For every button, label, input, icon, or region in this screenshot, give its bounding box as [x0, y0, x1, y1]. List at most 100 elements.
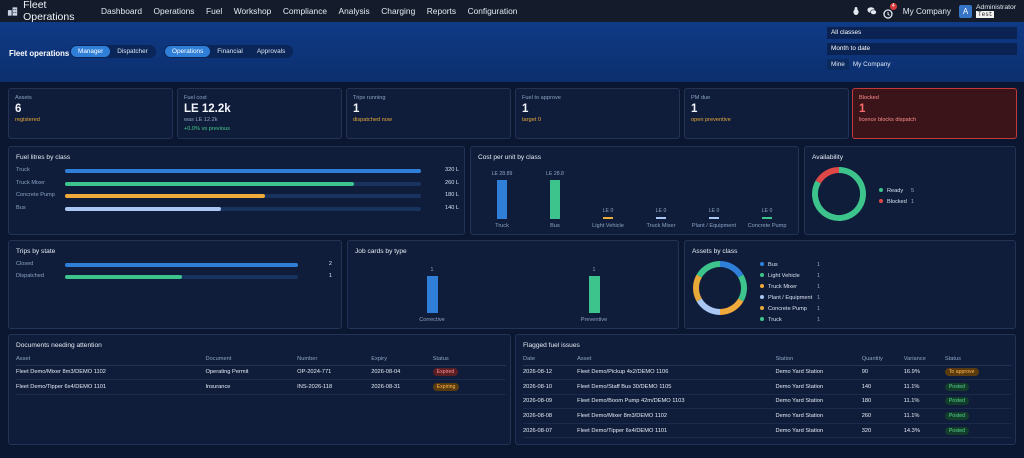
page-title: Fleet operations [9, 49, 70, 58]
activity-icon[interactable]: 4 [883, 3, 897, 19]
bar[interactable] [550, 180, 560, 219]
axis-tick-label: Light Vehicle [592, 223, 624, 229]
table-row[interactable]: Fleet Demo/Mixer 8m3/DEMO 1102 Operating … [16, 365, 506, 381]
table-cell: 180 [861, 394, 904, 410]
tab-dispatcher[interactable]: Dispatcher [117, 48, 148, 55]
legend-label: Light Vehicle [768, 273, 800, 279]
chat-icon[interactable] [867, 6, 877, 16]
tab-operations[interactable]: Operations [165, 46, 211, 57]
panel-availability: Availability Ready 5 Blocked 1 [804, 146, 1016, 235]
legend-item[interactable]: Light Vehicle 1 [760, 273, 820, 279]
table-cell: Posted [944, 394, 1011, 410]
nav-fuel[interactable]: Fuel [205, 6, 223, 16]
donut-slice[interactable] [719, 261, 744, 278]
user-menu[interactable]: Administrator Test [976, 4, 1016, 18]
status-badge: Posted [944, 412, 969, 421]
column-header[interactable]: Document [205, 353, 298, 366]
legend-count: 1 [817, 306, 821, 312]
legend-item[interactable]: Plant / Equipment 1 [760, 295, 820, 301]
status-badge: Expired [432, 368, 459, 377]
nav-compliance[interactable]: Compliance [282, 6, 328, 16]
column-header[interactable]: Status [432, 353, 506, 366]
kpi-card-trips-running[interactable]: Trips running 1 dispatched now [346, 88, 511, 139]
legend-item[interactable]: Concrete Pump 1 [760, 306, 820, 312]
table-row[interactable]: 2026-08-09 Fleet Demo/Boom Pump 42m/DEMO … [523, 394, 1011, 410]
filter-panel: All classes Month to date Mine My Compan… [827, 27, 1017, 70]
table-row[interactable]: Fleet Demo/Tipper 6x4/DEMO 1101 Insurance… [16, 379, 506, 395]
donut-slice[interactable] [696, 261, 721, 278]
donut-slice[interactable] [738, 274, 747, 302]
table-cell: Demo Yard Station [775, 423, 862, 439]
bar[interactable] [426, 276, 438, 313]
column-header[interactable]: Station [775, 353, 862, 366]
nav-operations[interactable]: Operations [153, 6, 195, 16]
kpi-card-fuel-cost[interactable]: Fuel cost LE 12.2k was LE 12.2k +0.0% vs pr… [177, 88, 342, 139]
bar-track [65, 275, 298, 279]
legend-item[interactable]: Truck Mixer 1 [760, 284, 820, 290]
panel-flagged-fuel: Flagged fuel issues Date Asset Station Quant… [515, 334, 1016, 445]
scope-company[interactable]: My Company [852, 61, 891, 68]
legend-item[interactable]: Truck 1 [760, 317, 820, 323]
column-header[interactable]: Date [523, 353, 578, 366]
table-row[interactable]: 2026-08-08 Fleet Demo/Mixer 8m3/DEMO 1102… [523, 408, 1011, 424]
nav-configuration[interactable]: Configuration [467, 6, 518, 16]
column-header[interactable]: Status [944, 353, 1011, 366]
bar[interactable] [65, 169, 421, 173]
nav-analysis[interactable]: Analysis [338, 6, 370, 16]
tab-manager[interactable]: Manager [71, 46, 111, 57]
column-header[interactable]: Quantity [861, 353, 904, 366]
donut-slice[interactable] [693, 274, 702, 302]
legend-swatch [760, 273, 764, 277]
avatar[interactable]: A [959, 4, 972, 18]
table-cell: 16.9% [903, 365, 945, 381]
legend-label: Bus [768, 262, 778, 268]
kpi-card-pm-due[interactable]: PM due 1 open preventive [684, 88, 849, 139]
bar[interactable] [65, 206, 221, 211]
table-row[interactable]: 2026-08-10 Fleet Demo/Staff Bus 30/DEMO 1… [523, 379, 1011, 395]
donut-slice[interactable] [815, 167, 840, 184]
nav-dashboard[interactable]: Dashboard [101, 6, 142, 16]
tab-approvals[interactable]: Approvals [256, 48, 286, 55]
table-cell: 2026-08-31 [371, 379, 433, 395]
column-header[interactable]: Variance [903, 353, 945, 366]
bar[interactable] [656, 217, 666, 219]
app-logo[interactable]: Fleet Operations [7, 0, 95, 23]
table-cell: Fleet Demo/Tipper 6x4/DEMO 1101 [577, 423, 776, 439]
nav-reports[interactable]: Reports [426, 6, 457, 16]
bar-label: Dispatched [16, 273, 44, 279]
nav-workshop[interactable]: Workshop [233, 6, 272, 16]
bar[interactable] [588, 276, 600, 313]
bar[interactable] [65, 181, 355, 186]
bar[interactable] [603, 217, 613, 219]
donut-slice[interactable] [719, 298, 744, 315]
panel-assets-class: Assets by class Bus 1 Light Vehicle 1 Truck M… [684, 240, 1016, 329]
bar[interactable] [65, 275, 182, 279]
table-row[interactable]: 2026-08-07 Fleet Demo/Tipper 6x4/DEMO 110… [523, 423, 1011, 439]
bar[interactable] [762, 217, 772, 219]
nav-charging[interactable]: Charging [381, 6, 416, 16]
status-badge: Posted [944, 397, 969, 406]
period-filter[interactable]: Month to date [827, 43, 1017, 55]
legend-item[interactable]: Bus 1 [760, 262, 820, 268]
column-header[interactable]: Number [297, 353, 372, 366]
donut-slice[interactable] [696, 298, 721, 315]
donut-slice[interactable] [812, 167, 866, 221]
bar[interactable] [65, 263, 298, 267]
bar[interactable] [497, 180, 507, 219]
table-row[interactable]: 2026-08-12 Fleet Demo/Pickup 4x2/DEMO 110… [523, 365, 1011, 381]
legend-item[interactable]: Ready 5 [879, 188, 914, 194]
column-header[interactable]: Expiry [371, 353, 433, 366]
legend-item[interactable]: Blocked 1 [879, 199, 914, 205]
tab-financial[interactable]: Financial [217, 48, 243, 55]
scope-mine[interactable]: Mine [827, 59, 849, 70]
bar[interactable] [65, 194, 266, 198]
column-header[interactable]: Asset [577, 353, 776, 366]
bug-icon[interactable] [851, 6, 861, 16]
kpi-card-assets[interactable]: Assets 6 registered [8, 88, 173, 139]
kpi-card-blocked[interactable]: Blocked 1 licence blocks dispatch [852, 88, 1017, 139]
kpi-card-fuel-to-approve[interactable]: Fuel to approve 1 target 0 [515, 88, 680, 139]
bar[interactable] [709, 217, 719, 219]
company-switcher[interactable]: My Company [902, 6, 951, 16]
class-filter[interactable]: All classes [827, 27, 1017, 39]
column-header[interactable]: Asset [16, 353, 206, 366]
